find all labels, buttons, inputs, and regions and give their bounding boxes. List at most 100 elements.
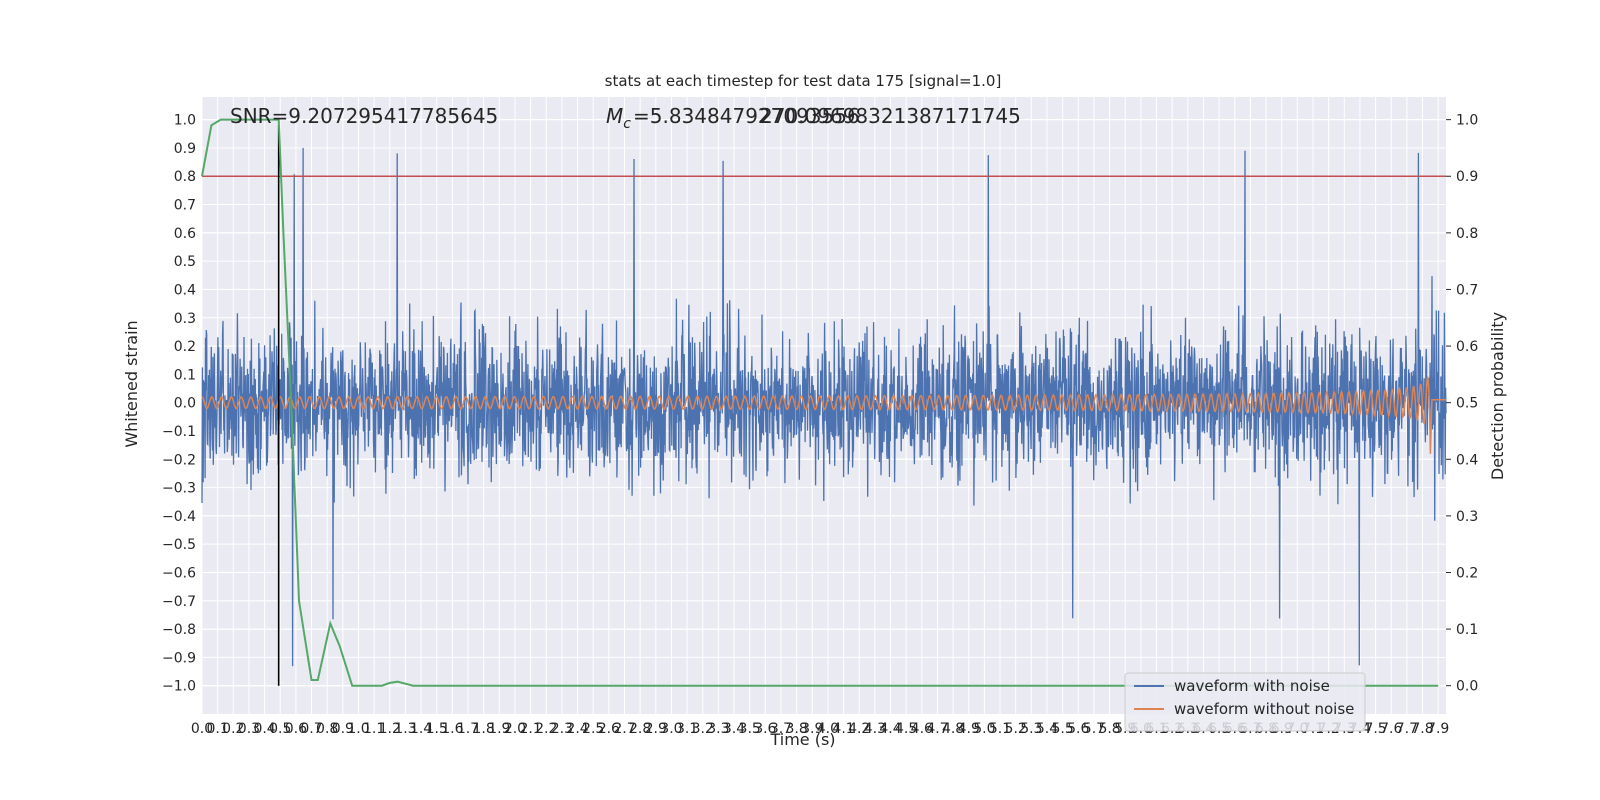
snr-annotation: SNR=9.207295417785645	[230, 104, 498, 128]
x-tick-label: 1.2	[379, 721, 401, 737]
x-tick-label: 3.0	[660, 721, 682, 737]
x-tick-label: 0.2	[222, 721, 244, 737]
x-tick-label: 0.9	[332, 721, 354, 737]
x-tick-label: 0.4	[253, 721, 275, 737]
x-tick-label: 1.3	[394, 721, 416, 737]
y-tick-label: −0.5	[162, 537, 196, 553]
y-tick-label: 0.7	[174, 198, 196, 214]
noisy-waveform-line	[201, 147, 1447, 667]
x-tick-label: 3.4	[723, 721, 745, 737]
x-tick-label: 4.9	[958, 721, 980, 737]
x-tick-label: 1.0	[347, 721, 369, 737]
chart-title: stats at each timestep for test data 175…	[605, 72, 1002, 90]
y2-tick-label: 0.9	[1456, 169, 1478, 185]
x-tick-label: 5.7	[1083, 721, 1105, 737]
y-tick-label: 0.2	[174, 339, 196, 355]
x-tick-label: 5.1	[989, 721, 1011, 737]
y2-tick-label: 0.0	[1456, 679, 1478, 695]
x-tick-label: 2.4	[566, 721, 588, 737]
y-tick-label: −0.1	[162, 424, 196, 440]
x-tick-label: 0.1	[207, 721, 229, 737]
x-tick-label: 3.8	[785, 721, 807, 737]
legend-label-noise: waveform with noise	[1174, 677, 1330, 695]
x-tick-label: 4.4	[879, 721, 901, 737]
x-tick-label: 5.6	[1067, 721, 1089, 737]
mc-annotation: =5.834847927093556	[633, 104, 860, 128]
series-waveform-with-noise	[201, 147, 1447, 667]
y2-tick-label: 0.2	[1456, 565, 1478, 581]
x-tick-label: 4.1	[832, 721, 854, 737]
y2-tick-label: 0.8	[1456, 226, 1478, 242]
x-tick-label: 0.7	[300, 721, 322, 737]
y-axis-ticks: 1.0 0.9 0.8 0.7 0.6 0.5 0.4 0.3 0.2 0.1 0.0 −0.1 −0.…	[162, 113, 196, 695]
x-tick-label: 0.3	[238, 721, 260, 737]
x-tick-label: 5.4	[1036, 721, 1058, 737]
x-tick-label: 5.3	[1020, 721, 1042, 737]
x-tick-label: 7.7	[1396, 721, 1418, 737]
x-tick-label: 0.5	[269, 721, 291, 737]
x-tick-label: 2.6	[598, 721, 620, 737]
x-tick-label: 2.0	[504, 721, 526, 737]
x-tick-label: 1.6	[441, 721, 463, 737]
y-axis-label: Whitened strain	[122, 320, 141, 447]
y-tick-label: 0.6	[174, 226, 196, 242]
y-tick-label: 0.0	[174, 396, 196, 412]
y-tick-label: −0.4	[162, 509, 196, 525]
x-tick-label: 2.3	[551, 721, 573, 737]
y-tick-label: 0.1	[174, 367, 196, 383]
x-tick-label: 3.2	[692, 721, 714, 737]
x-tick-label: 0.8	[316, 721, 338, 737]
mc-annotation-prefix: Mc	[606, 104, 631, 132]
y-tick-label: −0.6	[162, 565, 196, 581]
y-tick-label: 0.8	[174, 169, 196, 185]
y-tick-label: −0.2	[162, 452, 196, 468]
y2-tick-label: 0.7	[1456, 282, 1478, 298]
y2-tick-label: 1.0	[1456, 113, 1478, 129]
x-tick-label: 5.5	[1051, 721, 1073, 737]
clean-waveform-line	[201, 376, 1446, 454]
x-tick-label: 1.9	[488, 721, 510, 737]
x-tick-label: 1.5	[426, 721, 448, 737]
x-tick-label: 2.7	[613, 721, 635, 737]
overlay-lines	[201, 118, 1446, 687]
y-tick-label: 0.5	[174, 254, 196, 270]
x-tick-label: 4.3	[864, 721, 886, 737]
x-tick-label: 7.9	[1427, 721, 1449, 737]
x-tick-label: 5.8	[1098, 721, 1120, 737]
x-tick-label: 4.7	[926, 721, 948, 737]
y-tick-label: 1.0	[174, 113, 196, 129]
x-tick-label: 7.6	[1380, 721, 1402, 737]
x-tick-label: 3.5	[739, 721, 761, 737]
legend-label-clean: waveform without noise	[1174, 700, 1354, 718]
y-tick-label: 0.3	[174, 311, 196, 327]
x-tick-label: 4.8	[942, 721, 964, 737]
x-tick-label: 0.0	[191, 721, 213, 737]
detection-probability-line	[201, 118, 1439, 687]
x-tick-label: 4.0	[817, 721, 839, 737]
y-tick-label: −1.0	[162, 679, 196, 695]
y-tick-label: −0.7	[162, 594, 196, 610]
x-tick-label: 2.2	[535, 721, 557, 737]
legend-box	[1124, 672, 1366, 732]
x-tick-label: 4.6	[911, 721, 933, 737]
y2-axis-ticks: 1.0 0.9 0.8 0.7 0.6 0.5 0.4 0.3 0.2 0.1 0.0	[1446, 113, 1478, 695]
y-tick-label: 0.9	[174, 141, 196, 157]
x-tick-label: 3.3	[707, 721, 729, 737]
x-tick-label: 1.4	[410, 721, 432, 737]
x-tick-label: 3.7	[770, 721, 792, 737]
x-tick-label: 1.7	[457, 721, 479, 737]
y2-tick-label: 0.6	[1456, 339, 1478, 355]
x-tick-label: 1.1	[363, 721, 385, 737]
x-tick-label: 3.1	[676, 721, 698, 737]
x-tick-label: 2.9	[645, 721, 667, 737]
x-tick-label: 5.2	[1005, 721, 1027, 737]
x-tick-label: 7.8	[1411, 721, 1433, 737]
x-tick-label: 7.5	[1364, 721, 1386, 737]
y-tick-label: −0.8	[162, 622, 196, 638]
x-tick-label: 3.9	[801, 721, 823, 737]
x-tick-label: 2.1	[519, 721, 541, 737]
y-tick-label: 0.4	[174, 282, 196, 298]
y-tick-label: −0.3	[162, 481, 196, 497]
x-tick-label: 2.8	[629, 721, 651, 737]
y2-tick-label: 0.1	[1456, 622, 1478, 638]
